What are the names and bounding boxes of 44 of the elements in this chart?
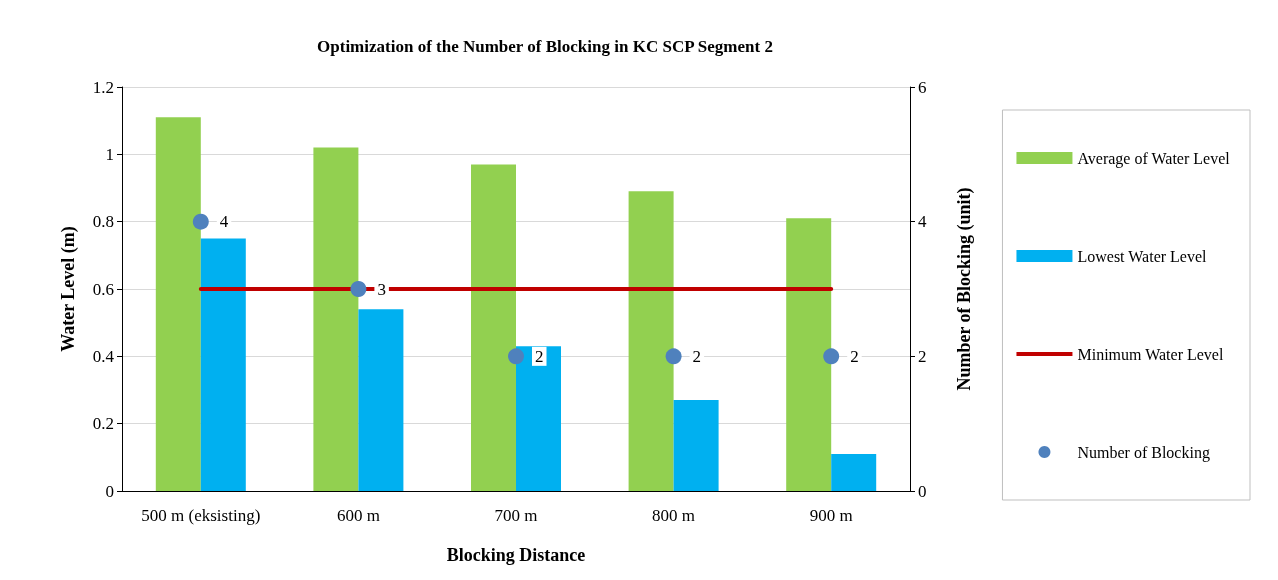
- bar: [358, 309, 404, 491]
- point: [508, 348, 524, 365]
- bar: [471, 164, 516, 491]
- x-tick-label: 700 m: [494, 506, 538, 525]
- data-label: 2: [850, 346, 859, 366]
- bar: [516, 346, 561, 491]
- y2-axis-title: Number of Blocking (unit): [954, 187, 975, 391]
- y-tick-label: 0.6: [92, 279, 114, 299]
- bar: [200, 238, 246, 491]
- legend-label: Number of Blocking: [1077, 443, 1210, 462]
- data-label: 2: [535, 346, 544, 366]
- bar: [628, 191, 674, 491]
- x-tick-label: 500 m (eksisting): [141, 506, 261, 525]
- y2-tick-label: 4: [918, 212, 927, 232]
- bar: [313, 147, 359, 491]
- y-axis-title: Water Level (m): [58, 226, 79, 352]
- y2-tick-label: 6: [918, 77, 927, 97]
- y-tick-label: 0.2: [92, 414, 114, 434]
- x-axis-title: Blocking Distance: [446, 545, 586, 565]
- y-tick-label: 0: [105, 481, 114, 501]
- x-tick-label: 800 m: [652, 506, 696, 525]
- x-tick-label: 600 m: [336, 506, 380, 525]
- y2-tick-label: 2: [918, 346, 927, 366]
- y-tick-label: 0.8: [92, 212, 114, 232]
- point: [823, 348, 840, 365]
- legend-label: Minimum Water Level: [1077, 345, 1224, 363]
- x-tick-label: 900 m: [809, 506, 853, 525]
- data-label: 2: [692, 346, 702, 366]
- point: [350, 281, 367, 297]
- y-tick-label: 1.2: [92, 77, 114, 97]
- bar: [155, 117, 201, 491]
- data-label: 3: [377, 279, 386, 299]
- y-tick-label: 1: [105, 144, 114, 164]
- legend-label: Lowest Water Level: [1077, 247, 1208, 265]
- bar: [673, 400, 719, 491]
- y2-tick-label: 0: [918, 481, 927, 501]
- legend-label: Average of Water Level: [1077, 149, 1231, 168]
- y-tick-label: 0.4: [92, 346, 115, 366]
- bar: [786, 218, 832, 491]
- point: [665, 348, 682, 365]
- point: [192, 213, 209, 230]
- chart-title: Optimization of the Number of Blocking in KC SCP Segment 2: [317, 37, 773, 56]
- bar: [831, 453, 877, 491]
- data-label: 4: [219, 212, 229, 232]
